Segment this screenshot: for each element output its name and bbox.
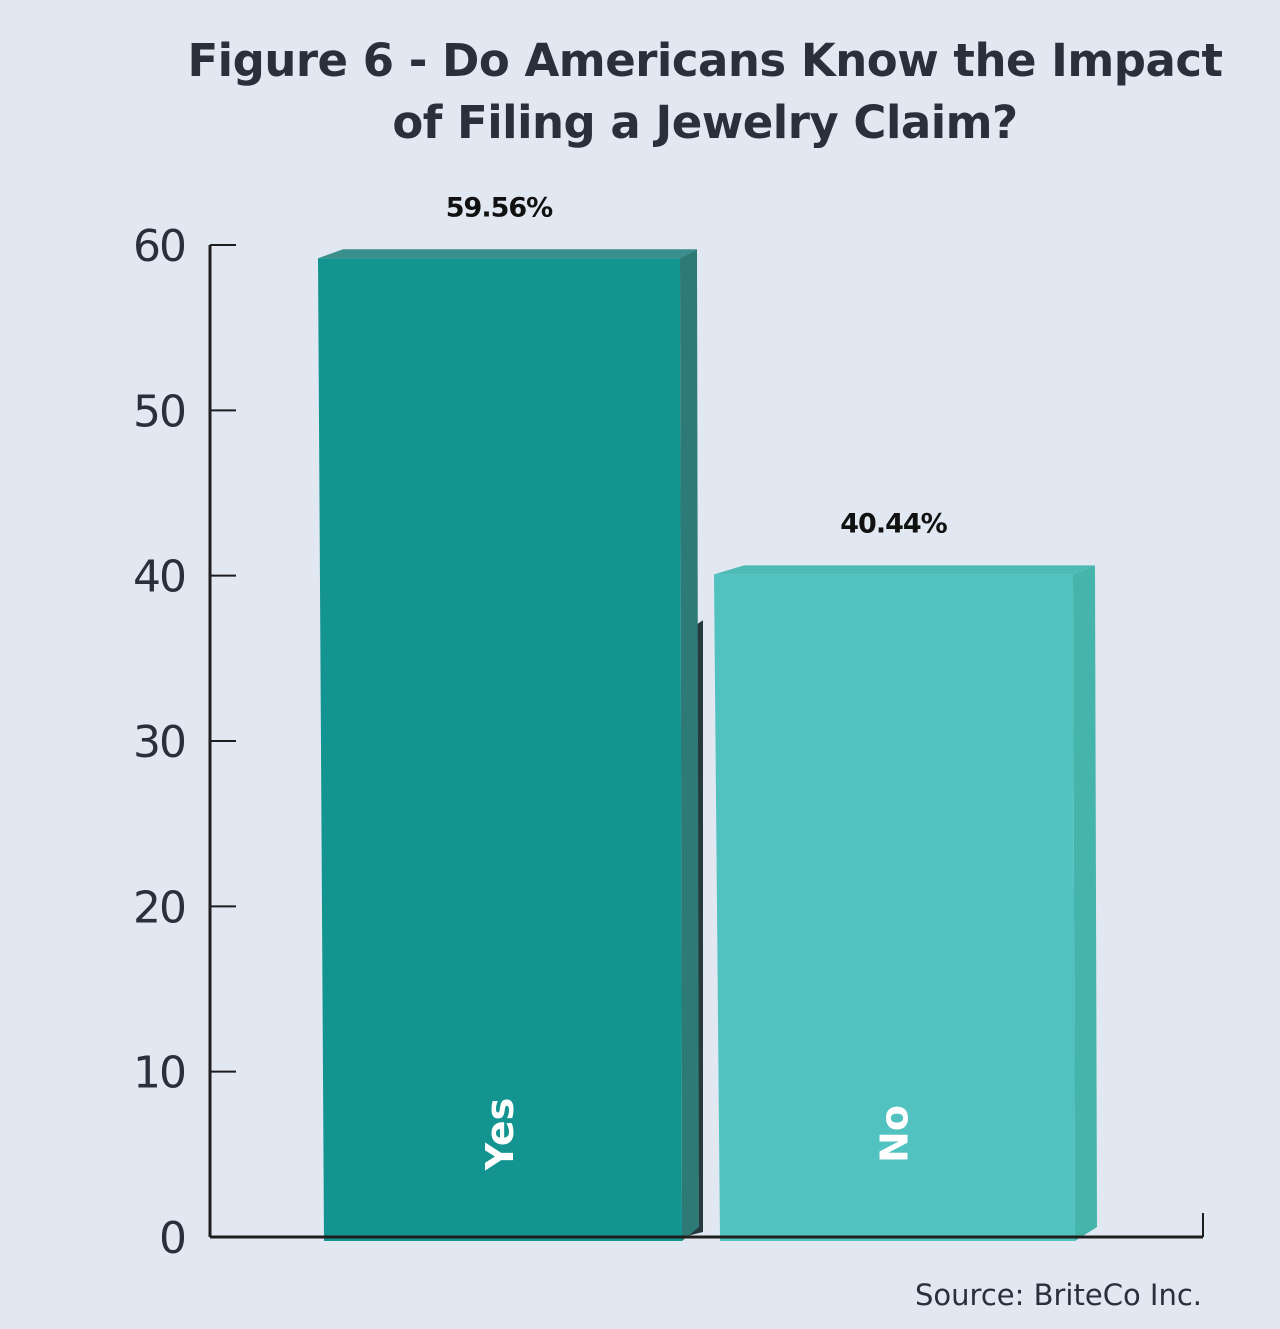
y-tick-label: 20 [133,882,185,933]
y-tick-label: 60 [133,221,185,272]
category-label: No [873,1105,917,1163]
y-tick-label: 0 [159,1213,185,1264]
y-tick-label: 50 [133,386,185,437]
bar-top-yes [318,249,697,259]
data-label: 59.56% [446,192,553,223]
bar-top-no [714,565,1095,575]
y-tick-label: 10 [133,1048,185,1099]
bar-yes [318,258,682,1241]
bar-no [714,574,1075,1241]
category-label: Yes [478,1098,522,1171]
y-tick-label: 30 [133,717,185,768]
bar-side-yes [680,249,699,1242]
y-tick-label: 40 [133,552,185,603]
data-label: 40.44% [840,508,947,539]
chart-title: Figure 6 - Do Americans Know the Impact … [187,34,1223,149]
bar-side-no [1073,565,1097,1241]
source-note: Source: BriteCo Inc. [915,1278,1202,1312]
